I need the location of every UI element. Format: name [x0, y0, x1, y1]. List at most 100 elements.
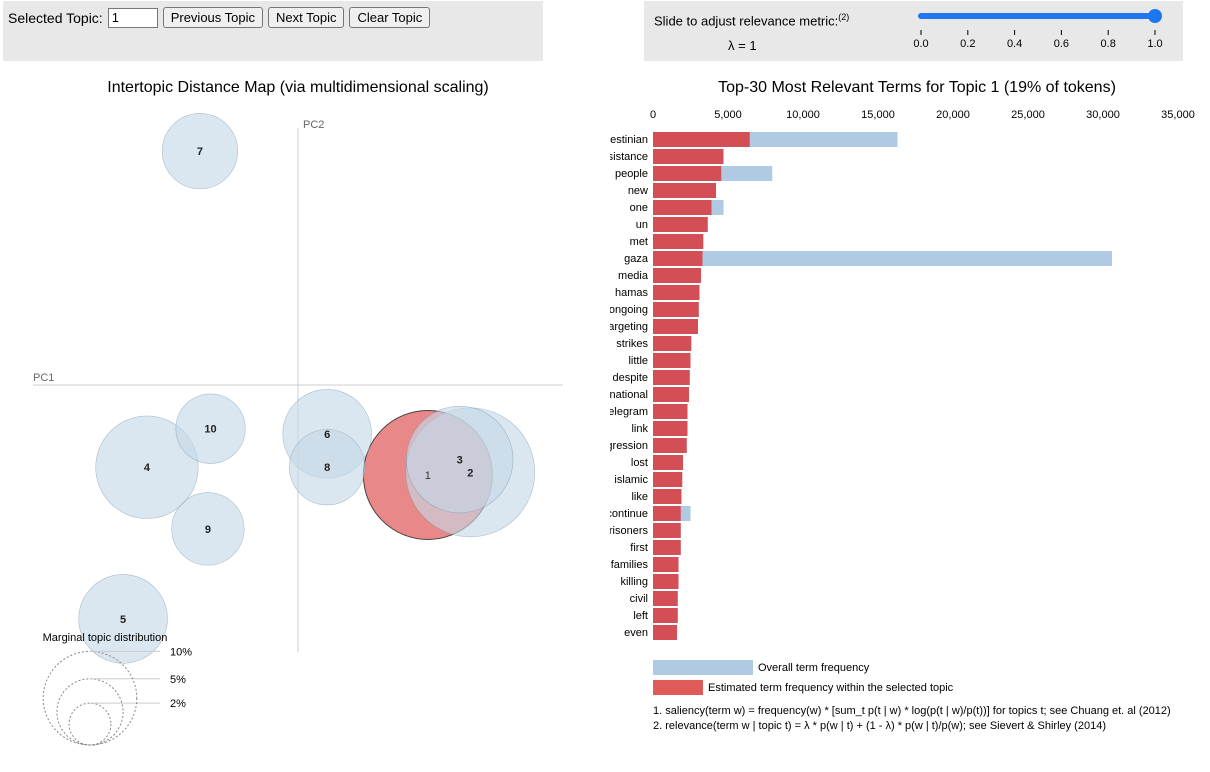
term-label-hamas[interactable]: hamas [615, 287, 649, 299]
term-label-like[interactable]: like [631, 491, 648, 503]
estimated-bar-lost[interactable] [653, 455, 683, 470]
topic-control-panel: Selected Topic: Previous Topic Next Topi… [3, 1, 543, 61]
estimated-bar-new[interactable] [653, 183, 716, 198]
footnote-2: 2. relevance(term w | topic t) = λ * p(w… [653, 720, 1106, 732]
estimated-bar-resistance[interactable] [653, 149, 724, 164]
estimated-bar-un[interactable] [653, 217, 708, 232]
relevant-terms-chart: Top-30 Most Relevant Terms for Topic 1 (… [610, 79, 1195, 732]
x-axis-ticks: 0 5,000 10,000 15,000 20,000 25,000 30,000 35,0… [650, 109, 1195, 121]
term-label-un[interactable]: un [636, 219, 648, 231]
footnote-1: 1. saliency(term w) = frequency(w) * [su… [653, 705, 1171, 717]
estimated-bar-media[interactable] [653, 268, 701, 283]
term-label-first[interactable]: first [630, 542, 648, 554]
topic-circle-9[interactable] [171, 492, 245, 566]
x-tick-label: 10,000 [786, 109, 820, 121]
term-label-people[interactable]: people [615, 168, 648, 180]
estimated-bar-families[interactable] [653, 557, 679, 572]
estimated-bar-civil[interactable] [653, 591, 678, 606]
term-label-media[interactable]: media [618, 270, 649, 282]
term-label-continue[interactable]: continue [610, 508, 648, 520]
topic-circle-5[interactable] [78, 574, 168, 664]
estimated-bar-aggression[interactable] [653, 438, 687, 453]
topic-circle-7[interactable] [161, 113, 238, 190]
slider-tick-label: 0.2 [960, 38, 975, 50]
selected-topic-label: Selected Topic: [8, 9, 103, 26]
term-label-even[interactable]: even [624, 627, 648, 639]
estimated-bar-first[interactable] [653, 540, 681, 555]
legend-circle [68, 702, 112, 746]
topic-label-4: 4 [144, 462, 151, 474]
term-label-families[interactable]: families [611, 559, 649, 571]
estimated-bar-killing[interactable] [653, 574, 679, 589]
estimated-bar-telegram[interactable] [653, 404, 688, 419]
estimated-bar-continue[interactable] [653, 506, 681, 521]
term-label-lost[interactable]: lost [631, 457, 648, 469]
legend-estimated-label: Estimated term frequency within the sele… [708, 682, 954, 694]
slider-tick-label: 0.8 [1101, 38, 1116, 50]
estimated-bar-prisoners[interactable] [653, 523, 681, 538]
topic-circle-8[interactable] [289, 429, 366, 506]
term-label-gaza[interactable]: gaza [624, 253, 649, 265]
estimated-bar-one[interactable] [653, 200, 712, 215]
next-topic-button[interactable]: Next Topic [268, 7, 345, 28]
estimated-bar-like[interactable] [653, 489, 682, 504]
relevance-slider[interactable]: 0.0 0.2 0.4 0.6 0.8 1.0 [644, 1, 1183, 61]
term-label-ongoing[interactable]: ongoing [610, 304, 648, 316]
estimated-bar-palestinian[interactable] [653, 132, 750, 147]
estimated-bar-left[interactable] [653, 608, 678, 623]
topic-label-9: 9 [205, 524, 211, 536]
term-label-islamic[interactable]: islamic [614, 474, 648, 486]
legend-label: 5% [170, 674, 186, 686]
estimated-bar-hamas[interactable] [653, 285, 700, 300]
pc1-label: PC1 [33, 372, 54, 384]
x-tick-label: 20,000 [936, 109, 970, 121]
term-label-resistance[interactable]: resistance [610, 151, 648, 163]
clear-topic-button[interactable]: Clear Topic [349, 7, 431, 28]
overall-bar-gaza[interactable] [653, 251, 1112, 266]
slider-tick-label: 0.4 [1007, 38, 1022, 50]
estimated-bar-despite[interactable] [653, 370, 690, 385]
estimated-bar-little[interactable] [653, 353, 691, 368]
estimated-bar-even[interactable] [653, 625, 677, 640]
topic-label-5: 5 [120, 614, 126, 626]
term-label-targeting[interactable]: targeting [610, 321, 648, 333]
term-label-international[interactable]: international [610, 389, 648, 401]
term-label-little[interactable]: little [628, 355, 648, 367]
slider-footnote-ref: (2) [838, 12, 850, 22]
topic-circle-10[interactable] [175, 393, 246, 464]
estimated-bar-islamic[interactable] [653, 472, 683, 487]
estimated-bar-link[interactable] [653, 421, 688, 436]
term-label-strikes[interactable]: strikes [616, 338, 648, 350]
topic-circle-3[interactable] [405, 405, 514, 514]
estimated-bar-people[interactable] [653, 166, 722, 181]
term-label-prisoners[interactable]: prisoners [610, 525, 648, 537]
term-label-met[interactable]: met [630, 236, 648, 248]
term-label-left[interactable]: left [633, 610, 648, 622]
estimated-bar-targeting[interactable] [653, 319, 698, 334]
topic-circle-4[interactable] [95, 415, 199, 519]
legend-circle [42, 650, 138, 746]
term-label-aggression[interactable]: aggression [610, 440, 648, 452]
slider-tick-label: 0.0 [913, 38, 928, 50]
term-label-civil[interactable]: civil [630, 593, 648, 605]
term-bars: palestinian resistance people new one un met ga… [610, 132, 1112, 640]
estimated-bar-international[interactable] [653, 387, 689, 402]
estimated-bar-met[interactable] [653, 234, 704, 249]
estimated-bar-ongoing[interactable] [653, 302, 699, 317]
legend-estimated-swatch [653, 680, 703, 695]
relevance-slider-panel: Slide to adjust relevance metric:(2) λ =… [644, 1, 1183, 61]
term-label-new[interactable]: new [628, 185, 648, 197]
term-label-telegram[interactable]: telegram [610, 406, 648, 418]
term-label-link[interactable]: link [631, 423, 648, 435]
term-label-one[interactable]: one [630, 202, 648, 214]
term-label-killing[interactable]: killing [620, 576, 648, 588]
estimated-bar-strikes[interactable] [653, 336, 692, 351]
previous-topic-button[interactable]: Previous Topic [162, 7, 264, 28]
selected-topic-input[interactable] [107, 7, 158, 28]
slider-thumb[interactable] [1148, 9, 1162, 23]
term-label-despite[interactable]: despite [613, 372, 648, 384]
topic-label-7: 7 [197, 146, 203, 158]
estimated-bar-gaza[interactable] [653, 251, 703, 266]
term-label-palestinian[interactable]: palestinian [610, 134, 648, 146]
